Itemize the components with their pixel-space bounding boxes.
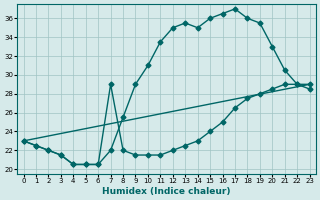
X-axis label: Humidex (Indice chaleur): Humidex (Indice chaleur): [102, 187, 231, 196]
